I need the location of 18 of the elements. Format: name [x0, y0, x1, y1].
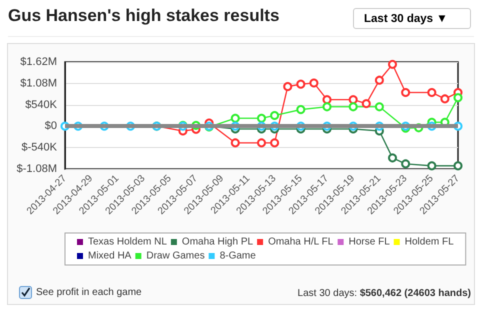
legend-label: Omaha H/L FL	[268, 236, 334, 248]
y-tick-label: $0	[44, 120, 57, 132]
y-tick-label: $-1.08M	[16, 163, 57, 175]
text: Last 30 days: $560,462 (24603 hands)	[298, 288, 471, 299]
y-tick-label: $540K	[25, 98, 58, 111]
legend-label: Horse FL	[348, 236, 390, 248]
chart-title: Gus Hansen's high stakes results	[8, 6, 280, 26]
legend-label: Holdem FL	[404, 236, 454, 248]
legend-label: Omaha High PL	[182, 236, 254, 248]
legend-label: Mixed HA	[88, 250, 132, 262]
y-tick-label: $1.62M	[20, 56, 57, 68]
y-tick-label: $-540K	[22, 142, 58, 154]
legend-label: Texas Holdem NL	[88, 236, 168, 248]
legend-label: Draw Games	[146, 250, 205, 262]
text: See profit in each game	[36, 287, 142, 298]
y-tick-label: $1.08M	[20, 77, 57, 90]
legend-label: 8-Game	[220, 250, 256, 262]
text: Last 30 days ▼	[353, 8, 471, 29]
